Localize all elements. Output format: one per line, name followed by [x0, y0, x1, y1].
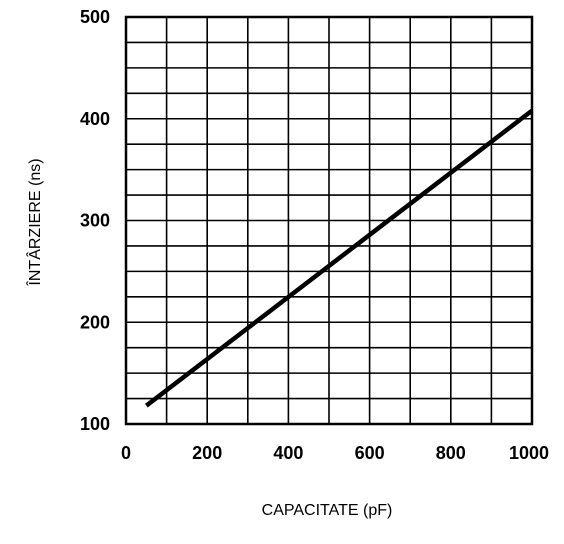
y-tick-label: 100	[80, 414, 110, 434]
x-tick-label: 200	[192, 443, 222, 463]
y-tick-label: 300	[80, 211, 110, 231]
x-tick-label: 800	[436, 443, 466, 463]
plot-frame	[124, 15, 534, 426]
x-axis-ticks: 0 200 400 600 800 1000	[121, 443, 549, 463]
grid	[126, 17, 532, 424]
series-line	[144, 108, 534, 408]
y-axis-ticks: 100 200 300 400 500	[80, 7, 110, 434]
y-tick-label: 400	[80, 109, 110, 129]
series-layer	[144, 108, 534, 408]
x-axis-label: CAPACITATE (pF)	[262, 502, 393, 519]
x-tick-label: 0	[121, 443, 131, 463]
y-axis-label: ÎNTÂRZIERE (ns)	[25, 158, 44, 286]
y-tick-label: 200	[80, 312, 110, 332]
x-tick-label: 1000	[509, 443, 549, 463]
x-tick-label: 400	[273, 443, 303, 463]
x-tick-label: 600	[355, 443, 385, 463]
y-tick-label: 500	[80, 7, 110, 27]
